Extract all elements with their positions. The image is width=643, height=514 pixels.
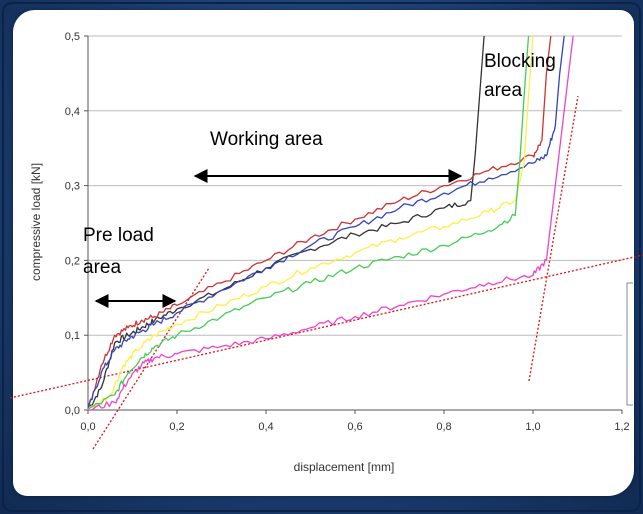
series-line-4	[87, 35, 534, 411]
y-tick-label: 0,2	[65, 255, 80, 267]
series-line-3	[87, 35, 565, 411]
x-tick-label: 0,2	[169, 421, 184, 433]
x-tick-label: 0,0	[80, 421, 95, 433]
y-tick-label: 0,5	[65, 31, 80, 43]
series-line-1	[87, 35, 485, 411]
y-tick-label: 0,1	[65, 330, 80, 342]
data-series	[87, 35, 574, 411]
baseline-tangent-line	[9, 254, 643, 399]
x-tick-label: 1,2	[614, 421, 629, 433]
axes	[84, 35, 623, 414]
blocking-area-label-line2: area	[484, 80, 522, 101]
x-tick-label: 0,8	[436, 421, 451, 433]
y-tick-label: 0,0	[65, 405, 80, 417]
reference-lines	[9, 95, 643, 450]
preload-area-label-line2: area	[83, 257, 121, 278]
blocking-tangent-line	[528, 95, 579, 382]
annotations: Working area Blocking area Pre load area	[83, 51, 556, 308]
blocking-area-label-line1: Blocking	[484, 51, 556, 72]
tick-labels: 0,0 0,1 0,2 0,3 0,4 0,5 0,0 0,2 0,4 0,6 0,8 1,0 1,2	[65, 31, 630, 433]
legend-bracket	[626, 282, 633, 406]
series-line-2	[87, 35, 552, 411]
y-tick-label: 0,4	[65, 106, 80, 118]
y-tick-label: 0,3	[65, 181, 80, 193]
x-tick-label: 0,6	[347, 421, 362, 433]
grid-lines	[88, 35, 622, 411]
y-axis-title: compressive load [kN]	[29, 163, 43, 281]
x-tick-label: 0,4	[258, 421, 273, 433]
x-axis-title: displacement [mm]	[294, 460, 395, 474]
preload-area-label-line1: Pre load	[83, 225, 154, 246]
x-tick-label: 1,0	[525, 421, 540, 433]
plot-panel	[13, 10, 634, 496]
working-area-label: Working area	[210, 129, 323, 150]
series-line-5	[87, 35, 530, 411]
series-line-6	[87, 35, 574, 411]
